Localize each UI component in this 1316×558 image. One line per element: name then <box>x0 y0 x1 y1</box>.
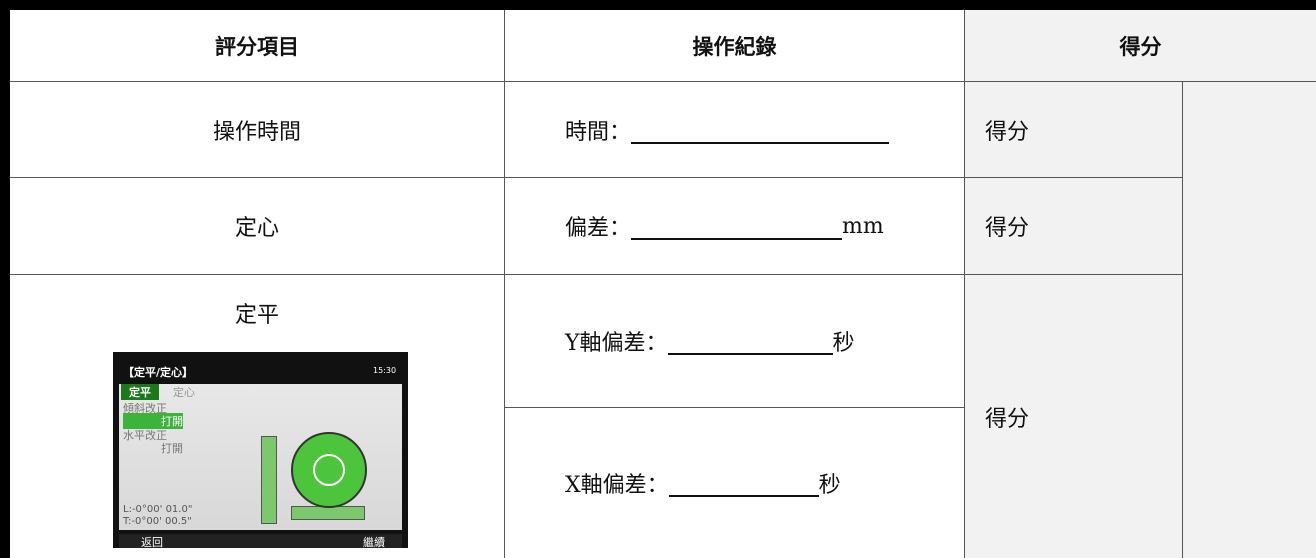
record-label: Y軸偏差： <box>565 331 668 356</box>
screen-button: 返回 <box>141 536 163 549</box>
top-border <box>0 0 1316 10</box>
level-bar <box>291 506 365 520</box>
score-cell: 得分 <box>965 82 1183 178</box>
level-bar <box>261 436 277 524</box>
screen-footer <box>119 534 402 548</box>
blank-line <box>631 212 843 240</box>
total-cell <box>1183 82 1316 558</box>
item-cell: 定心 <box>10 178 505 275</box>
screen-tab: 定平 <box>121 384 159 400</box>
left-border <box>0 0 10 558</box>
score-cell: 得分 <box>965 275 1183 558</box>
device-screen: 【定平/定心】 15:30 定平 定心 傾斜改正 打開 水平改正 打開 L:-0… <box>113 352 408 549</box>
record-unit: 秒 <box>818 473 841 498</box>
blank-line <box>667 327 833 355</box>
screen-title: 【定平/定心】 <box>123 366 194 379</box>
record-cell: 時間： <box>505 82 965 178</box>
header-cell: 評分項目 <box>10 10 505 82</box>
screen-time: 15:30 <box>373 366 397 375</box>
record-label: 時間： <box>565 119 632 145</box>
screen-tab: 定心 <box>173 386 195 399</box>
screen-label: 傾斜改正 <box>123 402 167 415</box>
record-unit: mm <box>842 213 884 239</box>
record-label: X軸偏差： <box>565 473 669 498</box>
header-cell: 操作紀錄 <box>505 10 965 82</box>
screen-reading: T:-0°00' 00.5" <box>123 516 192 527</box>
screen-button: 繼續 <box>363 536 385 549</box>
item-cell: 操作時間 <box>10 82 505 178</box>
record-label: 偏差： <box>565 216 632 241</box>
screen-label: 水平改正 <box>123 429 167 442</box>
record-cell: 偏差： mm <box>505 178 965 275</box>
header-cell: 得分 <box>965 10 1316 82</box>
item-text: 定平 <box>234 303 279 328</box>
record-cell: X軸偏差： 秒 <box>505 408 965 558</box>
blank-line <box>631 116 890 144</box>
screen-state: 打開 <box>123 413 183 429</box>
screen-reading: L:-0°00' 01.0" <box>123 504 193 515</box>
record-cell: Y軸偏差： 秒 <box>505 275 965 408</box>
record-unit: 秒 <box>832 331 855 356</box>
score-cell: 得分 <box>965 178 1183 275</box>
blank-line <box>668 469 819 497</box>
screen-state: 打開 <box>161 442 183 455</box>
item-cell: 定平 <box>10 275 505 558</box>
bubble-center <box>313 454 345 486</box>
